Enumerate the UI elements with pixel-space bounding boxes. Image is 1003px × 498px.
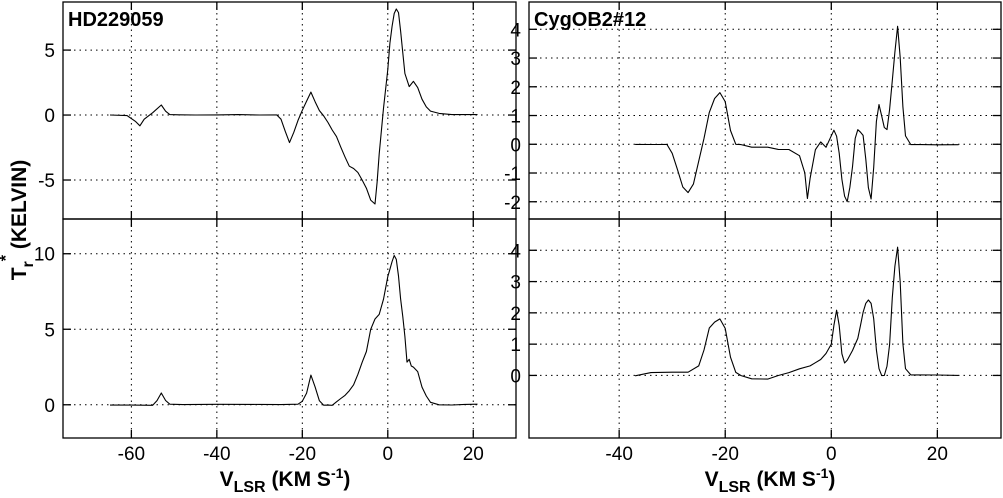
- y-tick-label: 1: [510, 335, 521, 356]
- panel-label: HD229059: [68, 9, 164, 31]
- x-tick-label: 20: [463, 444, 484, 465]
- y-tick-label: 2: [510, 304, 521, 325]
- panel-bottom-right: -40 -20 0 20 0 1 2 3 4: [510, 218, 1002, 465]
- y-tick-label: 0: [44, 106, 55, 127]
- y-tick-label: 0: [510, 366, 521, 387]
- y-tick-label: -2: [504, 193, 521, 214]
- x-tick-label: 20: [927, 444, 948, 465]
- panel-frame: [528, 218, 1002, 439]
- panel-frame: [62, 218, 517, 439]
- y-tick-label: -1: [504, 164, 521, 185]
- panel-bottom-left: -60 -40 -20 0 20 0 5 10: [34, 218, 517, 465]
- x-tick-label: -40: [203, 444, 230, 465]
- y-tick-label: 0: [510, 135, 521, 156]
- x-axis-title-right: VLSR (KM S-1): [705, 465, 836, 496]
- y-tick-label: 4: [510, 241, 521, 262]
- panel-frame: [528, 1, 1002, 220]
- y-tick-label: 0: [44, 396, 55, 417]
- y-tick-label: -5: [38, 171, 55, 192]
- panel-top-left: -5 0 5 HD229059: [38, 1, 517, 220]
- y-tick-label: 10: [34, 245, 55, 266]
- y-tick-label: 4: [510, 20, 521, 41]
- y-tick-label: 5: [44, 320, 55, 341]
- x-axis-title-left: VLSR (KM S-1): [220, 465, 351, 496]
- y-tick-label: 3: [510, 273, 521, 294]
- spectrum-line: [110, 254, 478, 406]
- x-tick-label: 0: [826, 444, 837, 465]
- x-tick-label: -60: [118, 444, 145, 465]
- y-axis-title: Tr* (KELVIN): [0, 160, 37, 281]
- panel-label: CygOB2#12: [534, 9, 646, 31]
- x-tick-label: -20: [711, 444, 738, 465]
- x-tick-label: -20: [289, 444, 316, 465]
- panel-frame: [62, 1, 517, 220]
- y-tick-label: 3: [510, 49, 521, 70]
- panel-top-right: -2 -1 0 1 2 3 4 CygOB2#12: [504, 1, 1002, 220]
- y-tick-label: 1: [510, 107, 521, 128]
- spectrum-line: [109, 8, 478, 205]
- spectrum-line: [635, 25, 959, 203]
- x-tick-label: 0: [383, 444, 394, 465]
- y-tick-label: 2: [510, 78, 521, 99]
- y-tick-label: 5: [44, 41, 55, 62]
- x-tick-label: -40: [605, 444, 632, 465]
- spectrum-line: [634, 246, 959, 380]
